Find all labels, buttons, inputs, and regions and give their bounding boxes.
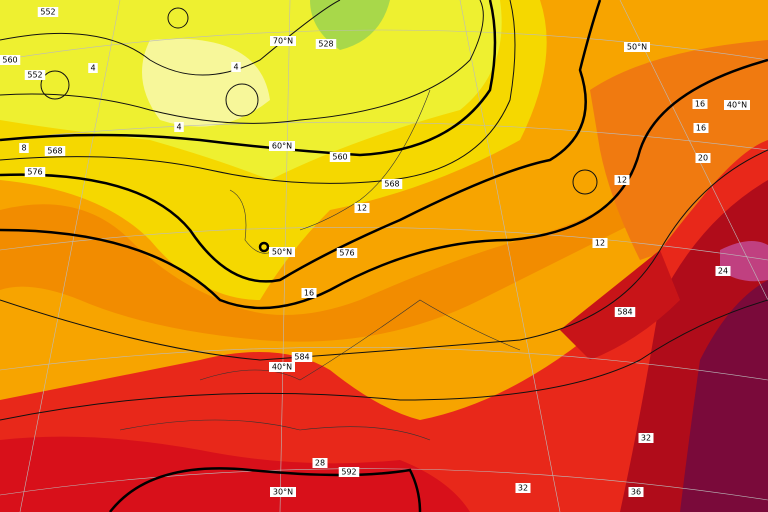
temperature-label-box: [628, 487, 644, 497]
latitude-label-box: [270, 36, 296, 46]
latitude-label-box: [724, 100, 750, 110]
temperature-label: 8: [21, 144, 26, 153]
height-contour: [167, 7, 189, 29]
height-contour: [0, 149, 768, 361]
height-label-box: [381, 179, 403, 189]
height-label-box: [24, 167, 46, 177]
hot-core: [0, 436, 470, 512]
temperature-label: 16: [304, 289, 314, 298]
cold-core: [142, 38, 270, 127]
height-label: 576: [339, 249, 354, 258]
height-label-box: [338, 467, 360, 477]
height-label-box: [44, 146, 66, 156]
coldest-patch: [310, 0, 390, 50]
latitude-label: 50°N: [627, 43, 647, 52]
height-label-box: [24, 70, 46, 80]
height-contour: [225, 83, 259, 117]
extreme-patch: [720, 241, 768, 282]
temperature-label-box: [174, 122, 184, 132]
temperature-label: 16: [695, 100, 705, 109]
temperature-label-box: [231, 62, 241, 72]
temperature-label-box: [695, 153, 711, 163]
height-label-box: [329, 152, 351, 162]
temperature-label-box: [638, 433, 654, 443]
temperature-label-box: [592, 238, 608, 248]
latitude-label: 30°N: [273, 488, 293, 497]
height-label-box: [336, 248, 358, 258]
temperature-label: 32: [641, 434, 651, 443]
temperature-label: 36: [631, 488, 641, 497]
height-contour: [40, 70, 70, 100]
height-label: 568: [384, 180, 399, 189]
height-contour: [0, 0, 341, 76]
height-contour: [109, 467, 422, 512]
temperature-label-box: [715, 266, 731, 276]
height-label: 568: [47, 147, 62, 156]
temperature-contour: [572, 169, 598, 195]
hot-patch: [560, 250, 680, 360]
height-label: 592: [341, 468, 356, 477]
latitude-label: 70°N: [273, 37, 293, 46]
height-contour: [0, 58, 768, 310]
temperature-label-box: [88, 63, 98, 73]
latitude-label: 50°N: [272, 248, 292, 257]
latitude-label: 40°N: [272, 363, 292, 372]
temperature-label-box: [614, 175, 630, 185]
temperature-label: 24: [718, 267, 728, 276]
temperature-label: 4: [90, 64, 95, 73]
height-label-box: [0, 55, 21, 65]
height-label-box: [291, 352, 313, 362]
height-label: 528: [318, 40, 333, 49]
temperature-label: 20: [698, 154, 708, 163]
extreme-region: [680, 280, 768, 512]
hot-region: [0, 140, 768, 512]
temperature-label-box: [354, 203, 370, 213]
latitude-label-box: [270, 487, 296, 497]
height-label: 576: [27, 168, 42, 177]
temperature-label-box: [692, 99, 708, 109]
latitude-label-box: [269, 247, 295, 257]
latitude-label: 40°N: [727, 101, 747, 110]
latitude-label-box: [624, 42, 650, 52]
latitude-label: 60°N: [272, 142, 292, 151]
height-contour: [0, 299, 768, 421]
temperature-label-box: [301, 288, 317, 298]
height-contour: [258, 241, 270, 253]
latitude-label-box: [269, 362, 295, 372]
temperature-label: 32: [518, 484, 528, 493]
height-label-box: [315, 39, 337, 49]
temperature-label: 16: [696, 124, 706, 133]
latitude-label-box: [269, 141, 295, 151]
temperature-label: 12: [595, 239, 605, 248]
coastline: [119, 89, 521, 441]
height-label: 584: [617, 308, 632, 317]
labels: 552 560 552 568 576 528 560 568 576 584 584 592 4 4 4 8…: [0, 7, 750, 497]
warm-band: [0, 180, 640, 342]
height-contour: [0, 0, 602, 283]
temperature-label-box: [693, 123, 709, 133]
height-label: 584: [294, 353, 309, 362]
height-label-box: [614, 307, 636, 317]
height-label: 552: [27, 71, 42, 80]
temperature-label: 12: [357, 204, 367, 213]
height-label: 552: [40, 8, 55, 17]
height-contour: [0, 0, 516, 184]
height-label: 560: [2, 56, 17, 65]
height-label: 560: [332, 153, 347, 162]
temperature-label: 28: [315, 459, 325, 468]
height-label-box: [37, 7, 59, 17]
temperature-label-box: [19, 143, 29, 153]
temperature-label-box: [515, 483, 531, 493]
temperature-label: 12: [617, 176, 627, 185]
temperature-label: 4: [176, 123, 181, 132]
height-contour: [0, 0, 484, 124]
temperature-label-box: [312, 458, 328, 468]
temperature-label: 4: [233, 63, 238, 72]
